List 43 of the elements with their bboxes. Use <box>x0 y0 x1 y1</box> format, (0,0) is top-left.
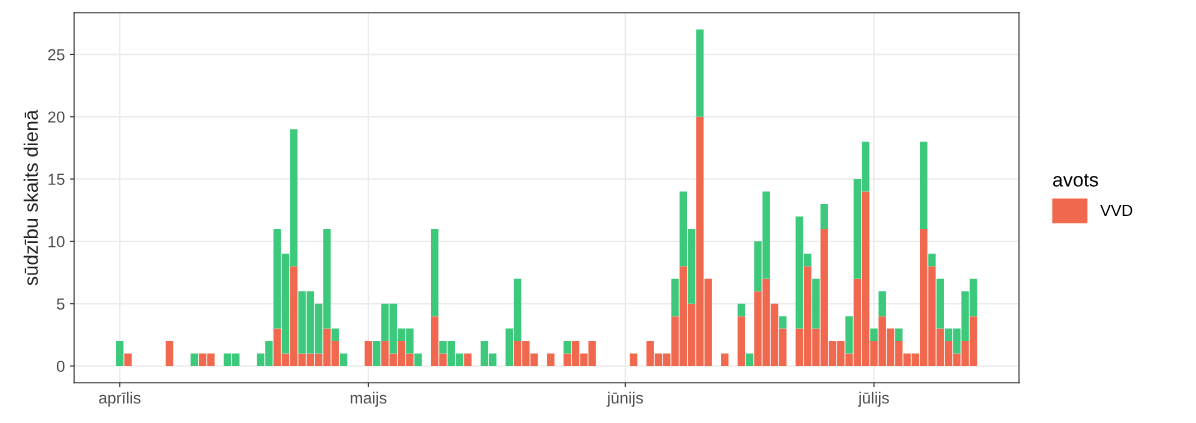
bar <box>721 353 729 366</box>
x-tick-label: jūlijs <box>858 391 889 407</box>
bar <box>671 278 679 317</box>
bar <box>779 316 787 329</box>
bar <box>812 278 820 329</box>
x-tick-label: jūnijs <box>606 391 643 407</box>
bar <box>190 353 199 366</box>
bar <box>745 353 754 366</box>
x-tick-label: aprīlis <box>99 391 141 407</box>
bar <box>737 303 746 317</box>
bar <box>895 328 903 342</box>
y-tick-label: 10 <box>48 236 65 248</box>
y-tick-label: 5 <box>56 298 65 310</box>
legend-title: avots <box>1053 173 1099 187</box>
legend-label: VVD <box>1100 204 1133 216</box>
bar <box>124 353 132 366</box>
bar <box>414 353 422 366</box>
bar <box>936 278 944 329</box>
bar <box>845 316 853 354</box>
bar <box>464 353 472 366</box>
y-tick-label: 20 <box>48 111 65 123</box>
bar <box>364 341 373 366</box>
y-tick-label: 0 <box>56 360 65 372</box>
bar <box>737 316 746 366</box>
y-tick-label: 15 <box>48 173 65 185</box>
bar <box>919 141 928 229</box>
bar <box>870 328 878 342</box>
bar <box>331 328 339 342</box>
bar <box>563 341 572 354</box>
x-tick-label: maijs <box>350 391 387 407</box>
y-axis-title: sūdzību skaits dienā <box>23 109 38 286</box>
bar <box>546 353 555 366</box>
bar <box>878 291 886 317</box>
bar <box>820 203 828 229</box>
bar <box>372 341 381 366</box>
bar <box>116 341 124 366</box>
bar <box>629 353 638 366</box>
bar <box>928 253 936 267</box>
bar <box>430 228 439 317</box>
bar <box>696 29 704 117</box>
y-tick-label: 25 <box>48 49 65 61</box>
bar <box>339 353 348 366</box>
bar <box>165 341 174 366</box>
